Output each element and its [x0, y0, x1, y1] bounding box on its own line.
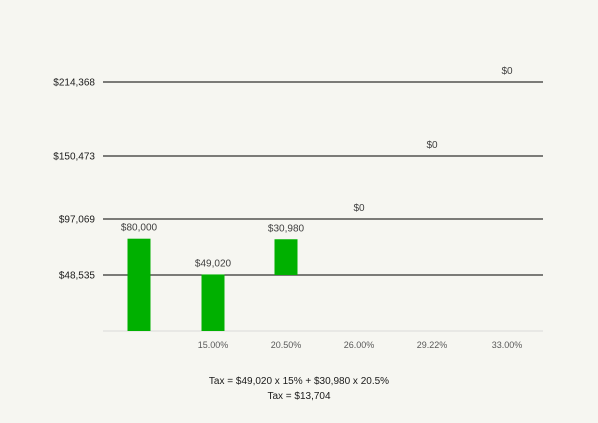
y-tick-label: $214,368 — [53, 78, 95, 89]
tax-total: Tax = $13,704 — [267, 391, 331, 402]
data-label: $49,020 — [195, 258, 232, 269]
data-label: $80,000 — [121, 223, 158, 234]
x-tick-label: 33.00% — [492, 340, 523, 350]
x-tick-label: 20.50% — [271, 340, 302, 350]
bar — [127, 238, 151, 331]
x-tick-label: 29.22% — [417, 340, 448, 350]
x-tick-label: 26.00% — [344, 340, 375, 350]
data-label: $0 — [501, 66, 513, 77]
x-tick-label: 15.00% — [198, 340, 229, 350]
bar — [201, 274, 225, 331]
tax-formula: Tax = $49,020 x 15% + $30,980 x 20.5% — [208, 376, 390, 387]
data-label: $0 — [426, 140, 438, 151]
bar — [274, 239, 298, 275]
data-label: $0 — [353, 203, 365, 214]
y-tick-label: $48,535 — [59, 271, 96, 282]
data-label: $30,980 — [268, 223, 305, 234]
y-tick-label: $150,473 — [53, 152, 95, 163]
y-tick-label: $97,069 — [59, 215, 96, 226]
